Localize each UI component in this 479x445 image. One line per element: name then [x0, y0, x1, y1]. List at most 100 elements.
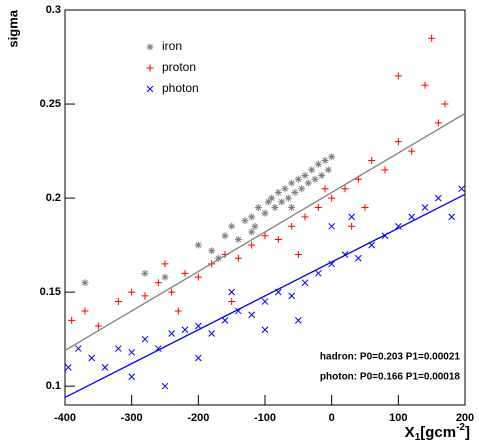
data-point — [101, 364, 109, 371]
data-point — [458, 185, 466, 193]
data-point — [328, 222, 336, 230]
legend-label: iron — [162, 39, 182, 53]
data-point — [301, 213, 309, 221]
data-point — [248, 213, 256, 221]
data-point — [168, 330, 176, 337]
data-point — [301, 172, 309, 180]
data-point — [208, 330, 216, 337]
data-point — [348, 222, 356, 230]
data-point — [314, 160, 322, 168]
data-point — [81, 307, 89, 315]
x-tick-label: -200 — [187, 412, 209, 424]
data-point — [194, 354, 202, 362]
data-point — [174, 307, 182, 315]
data-point — [281, 185, 289, 193]
data-point — [128, 373, 136, 381]
plot-frame — [64, 9, 466, 406]
data-point — [291, 188, 299, 196]
data-point — [248, 241, 256, 249]
data-point — [251, 222, 259, 230]
data-point — [221, 317, 229, 324]
x-tick-label: 200 — [456, 412, 474, 424]
data-point — [228, 288, 236, 296]
data-point — [221, 232, 229, 240]
data-point — [194, 322, 202, 330]
data-point — [128, 288, 136, 296]
data-point — [368, 156, 376, 164]
data-point — [314, 269, 322, 277]
data-point — [194, 273, 202, 281]
data-point — [261, 298, 269, 305]
data-point — [354, 254, 362, 262]
data-point — [68, 316, 76, 324]
data-point — [128, 348, 136, 356]
y-tick-label: 0.25 — [40, 98, 61, 110]
fit-annotation: photon: P0=0.166 P1=0.00018 — [320, 372, 461, 383]
data-point — [381, 166, 389, 174]
data-point — [441, 100, 449, 108]
data-point — [408, 147, 416, 155]
x-tick-label: -300 — [121, 412, 143, 424]
data-point — [268, 194, 276, 202]
data-point — [261, 326, 269, 334]
legend-marker — [146, 85, 154, 93]
data-point — [324, 166, 332, 174]
data-point — [288, 222, 296, 230]
data-point — [228, 222, 236, 230]
data-point — [394, 222, 402, 230]
data-point — [234, 254, 242, 262]
data-point — [271, 204, 279, 211]
legend-marker — [146, 43, 154, 51]
data-point — [274, 235, 282, 243]
data-point — [394, 138, 402, 146]
fit-line — [64, 193, 466, 399]
data-point — [264, 198, 272, 206]
data-point — [294, 175, 302, 183]
data-point — [114, 298, 122, 306]
data-point — [301, 279, 309, 287]
data-point — [168, 288, 176, 296]
fit-line — [64, 112, 466, 352]
y-tick-label: 0.3 — [46, 4, 61, 16]
data-point — [64, 364, 72, 371]
legend-label: proton — [162, 60, 196, 74]
data-point — [341, 185, 349, 193]
data-point — [241, 217, 249, 225]
data-point — [294, 317, 302, 324]
data-point — [261, 232, 269, 240]
data-point — [161, 273, 169, 281]
x-label-base: X — [405, 424, 415, 441]
x-label-sub: 1 — [415, 432, 421, 443]
x-tick-label: -100 — [254, 412, 276, 424]
data-point — [284, 194, 292, 202]
data-point — [181, 269, 189, 277]
data-point — [361, 204, 369, 211]
data-point — [181, 326, 189, 334]
data-point — [248, 228, 256, 236]
y-tick-label: 0.15 — [40, 286, 61, 298]
data-point — [288, 292, 296, 300]
data-point — [408, 213, 416, 221]
data-point — [434, 119, 442, 127]
data-point — [294, 251, 302, 259]
data-point — [214, 254, 222, 262]
data-point — [94, 322, 102, 330]
data-point — [278, 198, 286, 206]
data-point — [428, 34, 436, 42]
data-point — [448, 213, 456, 221]
x-label-end: ] — [465, 424, 470, 441]
y-tick-label: 0.2 — [46, 192, 61, 204]
data-point — [288, 179, 296, 187]
x-label-unit: [gcm — [420, 424, 456, 441]
data-point — [234, 235, 242, 243]
data-point — [228, 298, 236, 306]
data-point — [321, 185, 329, 193]
data-point — [311, 175, 319, 183]
data-point — [141, 335, 149, 343]
data-point — [261, 209, 269, 217]
data-point — [421, 81, 429, 89]
data-point — [154, 279, 162, 287]
x-tick-label: 0 — [329, 412, 335, 424]
data-point — [248, 311, 256, 319]
